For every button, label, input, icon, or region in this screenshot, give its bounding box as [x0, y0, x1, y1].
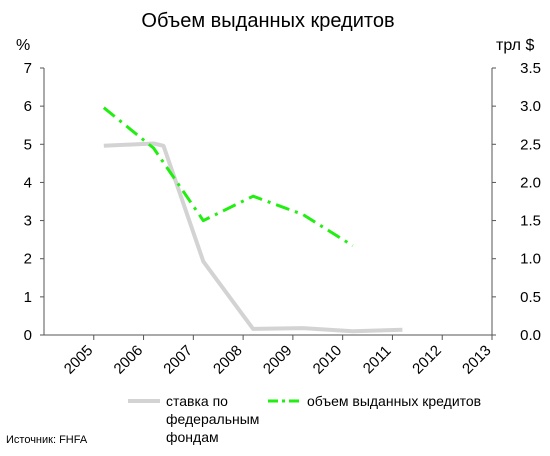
y-left-tick-label: 6	[24, 98, 32, 115]
y-right-tick-labels: 0.0 0.5 1.0 1.5 2.0 2.5 3.0 3.5	[520, 60, 541, 344]
series-layer	[102, 106, 403, 334]
series-line-fed-funds-rate	[103, 141, 403, 334]
x-tick-label: 2013	[459, 342, 495, 378]
legend-label-fed-funds-rate: федеральным	[166, 411, 259, 427]
y-right-unit: трл $	[496, 37, 534, 54]
x-tick-label: 2006	[111, 342, 147, 378]
y-right-tick-label: 3.0	[520, 98, 541, 115]
y-left-tick-label: 1	[24, 289, 32, 306]
y-left-tick-label: 2	[24, 251, 32, 268]
x-tick-label: 2012	[409, 342, 445, 378]
x-tick-label: 2007	[160, 342, 196, 378]
axes	[40, 67, 496, 340]
y-left-tick-label: 7	[24, 60, 32, 77]
x-tick-label: 2010	[310, 342, 346, 378]
y-left-tick-label: 0	[24, 327, 32, 344]
y-right-tick-label: 2.5	[520, 136, 541, 153]
source-note: Источник: FHFA	[6, 434, 88, 446]
x-tick-label: 2008	[210, 342, 246, 378]
y-left-unit: %	[16, 37, 30, 54]
legend: ставка по федеральным фондам объем выданных…	[128, 393, 481, 445]
y-right-tick-label: 3.5	[520, 60, 541, 77]
y-right-tick-label: 2.0	[520, 174, 541, 191]
y-right-tick-label: 1.0	[520, 251, 541, 268]
legend-label-loan-volume: объем выданных кредитов	[307, 393, 481, 409]
y-left-tick-label: 4	[24, 174, 32, 191]
x-tick-label: 2011	[360, 342, 395, 377]
chart-title: Объем выданных кредитов	[141, 10, 394, 32]
y-right-tick-label: 1.5	[520, 213, 541, 230]
y-right-tick-label: 0.5	[520, 289, 541, 306]
legend-label-fed-funds-rate: ставка по	[166, 393, 228, 409]
x-tick-label: 2009	[260, 342, 296, 378]
y-right-tick-label: 0.0	[520, 327, 541, 344]
x-tick-labels: 2005 2006 2007 2008 2009 2010 2011 2012 2013	[61, 342, 495, 378]
x-tick-label: 2005	[61, 342, 97, 378]
y-left-tick-label: 5	[24, 136, 32, 153]
y-left-tick-label: 3	[24, 213, 32, 230]
legend-label-fed-funds-rate: фондам	[166, 429, 219, 445]
y-left-tick-labels: 0 1 2 3 4 5 6 7	[24, 60, 32, 344]
series-line-loan-volume	[102, 106, 354, 247]
